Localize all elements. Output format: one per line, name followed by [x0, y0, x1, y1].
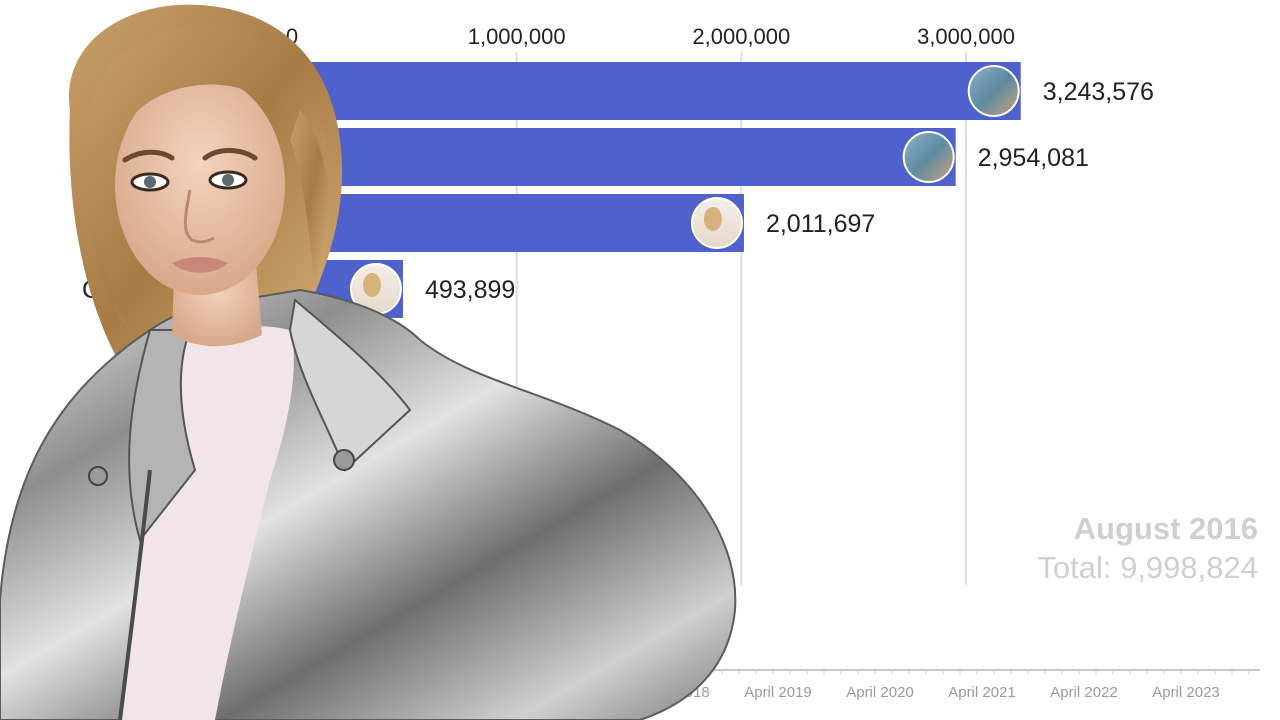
timeline-label: April 2023	[1152, 684, 1220, 701]
album-thumbnail-icon	[967, 65, 1020, 117]
period-label: August 2016	[1074, 511, 1258, 546]
x-tick-label: 2,000,000	[692, 24, 790, 49]
thumbnail-figure	[362, 273, 381, 297]
x-tick-label: 1,000,000	[468, 24, 566, 49]
bar-value-label: 3,243,576	[1043, 78, 1154, 106]
total-label: Total: 9,998,824	[1037, 550, 1258, 585]
artist-photo	[0, 4, 737, 720]
bar	[292, 194, 744, 252]
timeline-label: April 2022	[1050, 684, 1118, 701]
bar-value-label: 2,954,081	[978, 144, 1089, 172]
bar-value-label: 2,011,697	[766, 210, 875, 238]
x-tick-label: 3,000,000	[917, 24, 1015, 49]
bar	[292, 62, 1021, 120]
timeline-label: April 2019	[744, 684, 812, 701]
bar-value-label: 493,899	[425, 276, 515, 304]
timeline-label: April 2021	[948, 684, 1016, 701]
x-axis-ticks: 0 1,000,000 2,000,000 3,000,000	[286, 24, 1015, 49]
timeline-label: April 2020	[846, 684, 914, 701]
album-thumbnail-icon	[902, 131, 955, 183]
bar	[292, 128, 956, 186]
thumbnail-figure	[703, 207, 722, 231]
